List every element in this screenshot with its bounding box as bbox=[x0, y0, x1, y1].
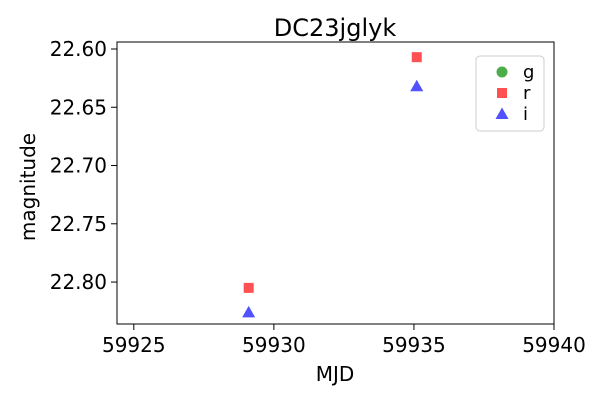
legend-marker-r bbox=[497, 88, 507, 98]
x-axis-ticks: 59925 59930 59935 59940 bbox=[102, 324, 586, 357]
data-point-i bbox=[242, 305, 256, 318]
y-tick-label: 22.70 bbox=[50, 154, 107, 178]
chart-title: DC23jglyk bbox=[274, 14, 397, 42]
y-axis-label: magnitude bbox=[16, 133, 40, 241]
x-tick-label: 59925 bbox=[102, 333, 166, 357]
y-tick-label: 22.80 bbox=[50, 270, 107, 294]
legend-label-g: g bbox=[523, 62, 534, 83]
x-tick-label: 59930 bbox=[242, 333, 306, 357]
legend-label-r: r bbox=[523, 83, 531, 104]
x-tick-label: 59935 bbox=[382, 333, 446, 357]
data-point-i bbox=[410, 79, 424, 92]
data-point-r bbox=[411, 52, 422, 63]
legend-marker-i bbox=[495, 107, 509, 119]
y-tick-label: 22.60 bbox=[50, 37, 107, 61]
plot-area-frame bbox=[116, 41, 555, 325]
legend-label-i: i bbox=[523, 104, 528, 125]
legend-marker-g bbox=[496, 66, 508, 78]
x-tick-label: 59940 bbox=[522, 333, 586, 357]
y-tick-label: 22.75 bbox=[50, 212, 107, 236]
chart-legend: gri bbox=[475, 55, 545, 132]
y-axis-ticks: 22.60 22.65 22.70 22.75 22.80 bbox=[50, 37, 117, 294]
y-tick-label: 22.65 bbox=[50, 95, 107, 119]
data-points bbox=[242, 52, 424, 318]
data-point-r bbox=[243, 282, 254, 293]
x-axis-label: MJD bbox=[316, 362, 355, 386]
legend-box bbox=[475, 55, 545, 132]
